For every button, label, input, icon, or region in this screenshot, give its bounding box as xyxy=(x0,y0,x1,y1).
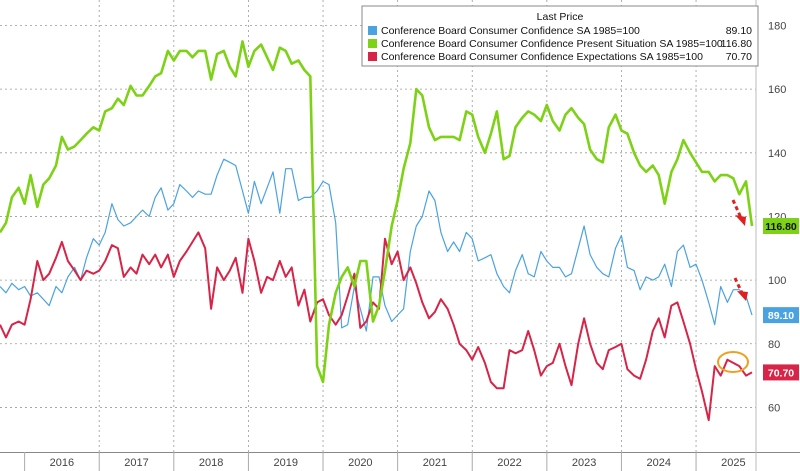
blue-down-arrow-shaft xyxy=(733,277,744,294)
legend-last-value-1: 116.80 xyxy=(721,38,752,50)
legend-swatch-0 xyxy=(368,26,377,35)
x-tick-label: 2016 xyxy=(50,457,74,469)
series-line-0 xyxy=(0,158,753,332)
value-tag-layer: 89.10 116.80 70.70 xyxy=(763,218,799,381)
x-tick-label: 2025 xyxy=(721,457,745,469)
x-tick-label: 2017 xyxy=(124,457,148,469)
x-tick-label: 2019 xyxy=(273,457,297,469)
blue-down-arrow-head xyxy=(737,291,748,301)
value-tag-text-1: 116.80 xyxy=(765,221,797,233)
legend-title: Last Price xyxy=(537,11,584,23)
legend-last-value-0: 89.10 xyxy=(726,25,752,37)
legend-label-0: Conference Board Consumer Confidence SA … xyxy=(381,25,640,37)
x-tick-label: 2021 xyxy=(423,457,447,469)
x-tick-label: 2020 xyxy=(348,457,372,469)
series-line-1 xyxy=(0,40,754,384)
y-tick-label: 180 xyxy=(768,20,786,32)
value-tag-0: 89.10 xyxy=(763,307,799,324)
x-tick-label: 2018 xyxy=(199,457,223,469)
green-down-arrow-head xyxy=(735,215,746,226)
legend-items: Conference Board Consumer Confidence SA … xyxy=(368,25,752,63)
value-tag-bg-2 xyxy=(763,364,799,381)
x-tick-label: 2024 xyxy=(647,457,671,469)
value-tag-bg-0 xyxy=(763,307,799,324)
value-tag-1: 116.80 xyxy=(763,218,799,234)
legend-label-2: Conference Board Consumer Confidence Exp… xyxy=(381,51,703,63)
x-tick-label: 2022 xyxy=(497,457,521,469)
legend-label-1: Conference Board Consumer Confidence Pre… xyxy=(381,38,723,50)
value-tag-bg-1 xyxy=(763,218,799,234)
series-layer xyxy=(0,40,754,422)
legend-swatch-2 xyxy=(368,52,377,61)
y-tick-label: 160 xyxy=(768,84,786,96)
highlight-circle xyxy=(717,351,749,373)
legend: Last Price Conference Board Consumer Con… xyxy=(361,5,759,67)
grid-layer xyxy=(0,0,756,452)
annotation-layer xyxy=(717,199,749,373)
legend-box xyxy=(361,5,759,67)
series-line-2 xyxy=(0,231,753,422)
value-tag-text-2: 70.70 xyxy=(768,367,794,379)
y-tick-label: 140 xyxy=(768,148,786,160)
value-tag-text-0: 89.10 xyxy=(768,310,794,322)
green-down-arrow-shaft xyxy=(731,199,743,219)
y-tick-label: 80 xyxy=(768,339,780,351)
x-tick-label: 2023 xyxy=(572,457,596,469)
y-tick-label: 100 xyxy=(768,275,786,287)
legend-swatch-1 xyxy=(368,39,377,48)
value-tag-2: 70.70 xyxy=(763,364,799,381)
legend-last-value-2: 70.70 xyxy=(726,51,752,63)
y-tick-label: 60 xyxy=(768,402,780,414)
